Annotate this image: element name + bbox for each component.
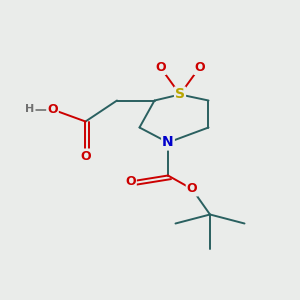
Text: S: S <box>175 88 185 101</box>
Text: O: O <box>80 149 91 163</box>
Text: H: H <box>26 104 34 115</box>
Text: O: O <box>155 61 166 74</box>
Text: O: O <box>194 61 205 74</box>
Text: N: N <box>162 136 174 149</box>
Text: O: O <box>187 182 197 196</box>
Text: O: O <box>47 103 58 116</box>
Text: O: O <box>125 175 136 188</box>
